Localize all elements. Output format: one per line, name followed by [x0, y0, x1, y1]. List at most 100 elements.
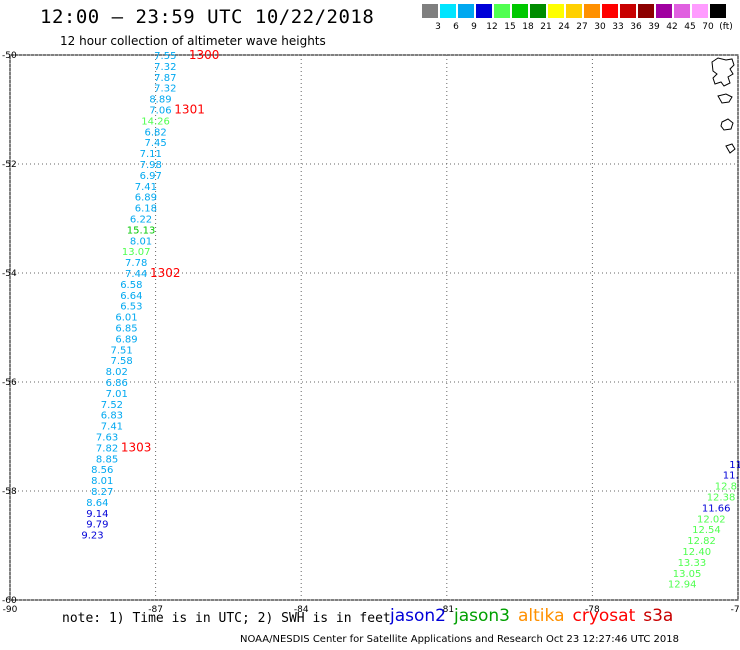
swh-value: 6.85	[115, 324, 137, 335]
satellite-name: s3a	[643, 606, 674, 626]
land-outline	[711, 57, 736, 154]
x-tick-label: -90	[3, 605, 18, 615]
swh-value: 8.01	[91, 476, 113, 487]
chart-title: 12:00 – 23:59 UTC 10/22/2018	[40, 6, 375, 28]
swh-value: 6.64	[120, 291, 142, 302]
swh-value: 6.22	[130, 215, 152, 226]
legend-label: 39	[648, 22, 660, 32]
legend-label: 70	[702, 22, 714, 32]
swh-value: 7.87	[154, 73, 176, 84]
y-tick-label: -52	[2, 160, 17, 170]
legend-swatch	[602, 4, 618, 18]
legend-swatch	[512, 4, 528, 18]
time-annotation: 1300	[189, 48, 220, 62]
swh-value: 8.85	[96, 454, 118, 465]
legend-label: 45	[684, 22, 696, 32]
swh-value: 6.18	[135, 204, 157, 215]
swh-value: 12.54	[692, 525, 721, 536]
satellite-name: jason3	[454, 606, 510, 626]
legend-label: 18	[522, 22, 534, 32]
legend-swatch	[422, 4, 438, 18]
legend-label: 24	[558, 22, 570, 32]
swh-value: 8.64	[86, 498, 108, 509]
swh-value: 7.01	[106, 389, 128, 400]
swh-value: 12.94	[668, 580, 697, 591]
legend-label: 12	[486, 22, 498, 32]
legend-swatch	[548, 4, 564, 18]
swh-value: 6.89	[135, 193, 157, 204]
swh-value: 13.05	[673, 569, 702, 580]
x-tick-label: -75	[731, 605, 740, 615]
swh-value: 7.58	[110, 356, 132, 367]
legend-label: 27	[576, 22, 588, 32]
legend-swatch	[710, 4, 726, 18]
legend-swatch	[494, 4, 510, 18]
swh-value: 7.41	[101, 422, 123, 433]
swh-value: 7.78	[125, 258, 147, 269]
swh-value: 7.44	[125, 269, 147, 280]
chart-subtitle: 12 hour collection of altimeter wave hei…	[60, 34, 326, 48]
swh-value: 7.51	[110, 345, 132, 356]
swh-value: 6.86	[106, 378, 128, 389]
swh-value: 11.	[723, 471, 739, 482]
swh-value: 13.33	[678, 558, 707, 569]
swh-value: 6.97	[140, 171, 162, 182]
legend-swatch	[530, 4, 546, 18]
time-annotation: 1301	[174, 103, 205, 117]
swh-value: 6.53	[120, 302, 142, 313]
swh-value: 7.32	[154, 84, 176, 95]
swh-value: 7.41	[135, 182, 157, 193]
legend-swatch	[620, 4, 636, 18]
y-tick-label: -56	[2, 378, 17, 388]
swh-value: 11.66	[702, 503, 731, 514]
swh-value: 7.55	[154, 51, 176, 62]
footnote: note: 1) Time is in UTC; 2) SWH is in fe…	[62, 611, 391, 626]
swh-value: 7.98	[140, 160, 162, 171]
swh-value: 9.79	[86, 520, 108, 531]
swh-value: 6.58	[120, 280, 142, 291]
legend-unit: (ft)	[719, 22, 733, 32]
swh-value: 12.82	[687, 536, 716, 547]
swh-value: 7.32	[154, 62, 176, 73]
swh-value: 11	[729, 460, 740, 471]
satellite-name: cryosat	[572, 606, 636, 626]
swh-value: 12.40	[682, 547, 711, 558]
swh-value: 8.01	[130, 236, 152, 247]
swh-value: 12.38	[707, 492, 736, 503]
x-tick-label: -78	[585, 605, 600, 615]
swh-value: 6.83	[101, 411, 123, 422]
swh-value: 7.63	[96, 433, 118, 444]
credit-line: NOAA/NESDIS Center for Satellite Applica…	[240, 634, 679, 645]
swh-value: 7.11	[140, 149, 162, 160]
satellite-name: altika	[518, 606, 565, 626]
legend-swatch	[656, 4, 672, 18]
legend-swatch	[440, 4, 456, 18]
x-tick-label: -87	[148, 605, 163, 615]
legend-swatch	[476, 4, 492, 18]
x-tick-label: -84	[294, 605, 309, 615]
legend-label: 33	[612, 22, 624, 32]
swh-value: 7.45	[144, 138, 166, 149]
legend-label: 15	[504, 22, 516, 32]
legend-label: 30	[594, 22, 606, 32]
swh-value: 7.52	[101, 400, 123, 411]
legend-swatch	[638, 4, 654, 18]
swh-value: 9.23	[81, 531, 103, 542]
x-tick-label: -81	[439, 605, 454, 615]
swh-value: 6.89	[115, 334, 137, 345]
swh-value: 8.27	[91, 487, 113, 498]
time-annotation: 1302	[150, 266, 181, 280]
legend-label: 6	[453, 22, 459, 32]
swh-value: 14.26	[141, 116, 170, 127]
y-tick-label: -60	[2, 596, 17, 606]
legend-label: 36	[630, 22, 642, 32]
swh-value: 8.89	[149, 95, 171, 106]
swh-value: 12.02	[697, 514, 726, 525]
swh-value: 7.06	[149, 106, 171, 117]
legend-label: 3	[435, 22, 441, 32]
satellite-name: jason2	[390, 606, 446, 626]
swh-value: 8.02	[106, 367, 128, 378]
y-tick-label: -50	[2, 51, 17, 61]
legend-swatch	[674, 4, 690, 18]
